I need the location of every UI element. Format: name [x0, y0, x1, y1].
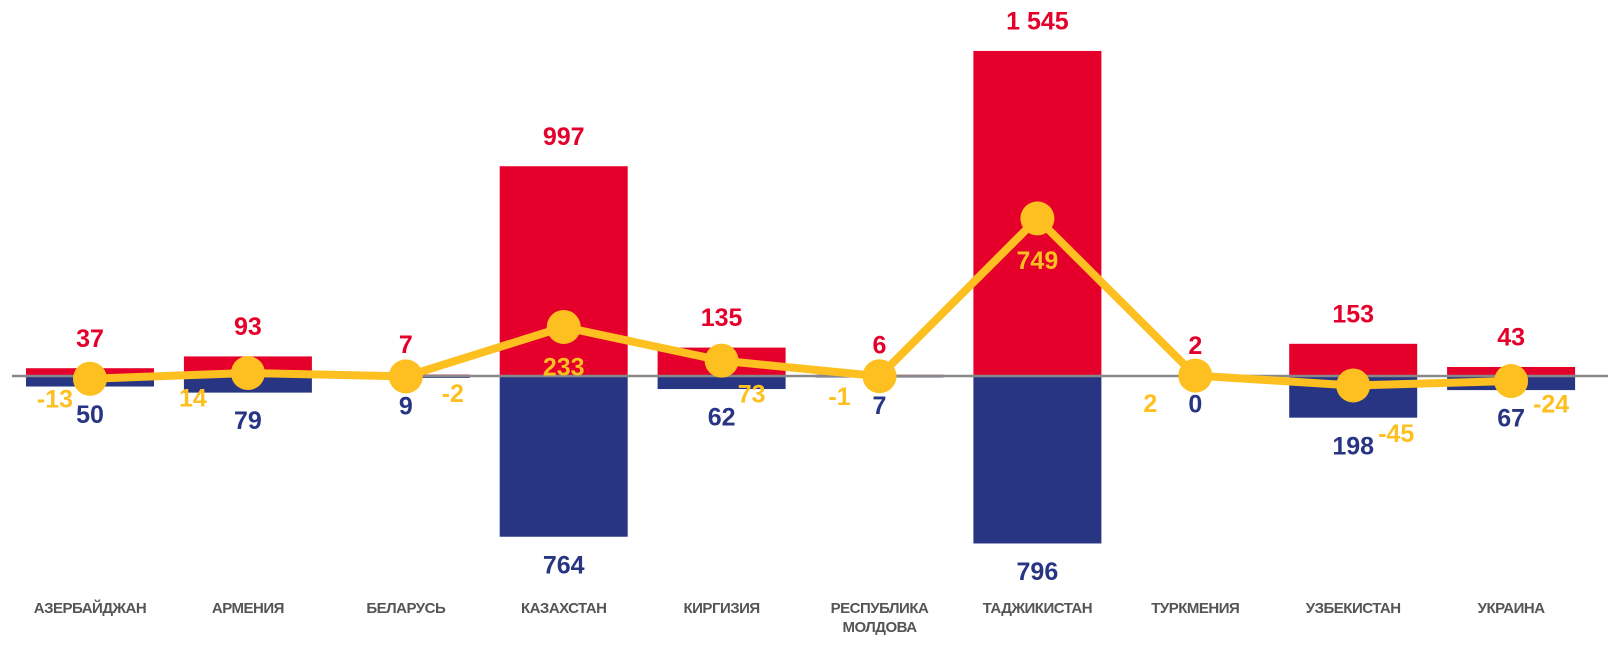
data-label: 2: [1143, 390, 1157, 418]
data-label: 796: [1017, 558, 1059, 586]
data-label: 79: [234, 407, 262, 435]
x-tick-label: АЗЕРБАЙДЖАН: [33, 600, 147, 617]
data-label: 9: [399, 393, 413, 421]
x-tick-label: ТАДЖИКИСТАН: [982, 600, 1093, 617]
line-point: [1178, 358, 1213, 393]
data-label: -2: [442, 380, 464, 408]
data-label: 2: [1188, 332, 1202, 360]
bar: [499, 376, 628, 537]
data-label: 73: [738, 380, 766, 408]
data-label: 62: [708, 404, 736, 432]
line-point: [1336, 368, 1371, 403]
x-tick-label: ТУРКМЕНИЯ: [1151, 600, 1240, 617]
x-tick-label: КИРГИЗИЯ: [683, 600, 761, 617]
data-label: 7: [873, 392, 887, 420]
x-tick-label: УЗБЕКИСТАН: [1305, 600, 1401, 617]
line-point: [388, 359, 423, 394]
data-label: 135: [701, 304, 743, 332]
x-tick-label: АРМЕНИЯ: [211, 600, 285, 617]
x-tick-label: БЕЛАРУСЬ: [366, 600, 446, 617]
line-point: [704, 343, 739, 378]
data-label: 764: [543, 551, 585, 579]
data-label: 93: [234, 313, 262, 341]
data-label: 43: [1497, 324, 1525, 352]
data-label: 6: [873, 331, 887, 359]
line-point: [1020, 201, 1055, 236]
line-point: [546, 309, 581, 344]
data-label: 67: [1497, 405, 1525, 433]
data-label: 7: [399, 331, 413, 359]
data-label: 14: [179, 385, 207, 413]
data-label: -1: [828, 383, 850, 411]
data-label: -13: [37, 385, 73, 413]
line-point: [73, 361, 107, 396]
data-label: -45: [1378, 420, 1414, 448]
data-label: 997: [543, 123, 585, 151]
data-label: 153: [1332, 300, 1374, 328]
x-tick-label: УКРАИНА: [1477, 600, 1545, 617]
line-point: [862, 359, 897, 394]
bar: [973, 376, 1102, 544]
x-tick-label: КАЗАХСТАН: [520, 600, 607, 617]
data-label: 233: [543, 354, 585, 382]
data-label: 1 545: [1006, 8, 1069, 36]
x-tick-label: РЕСПУБЛИКА МОЛДОВА: [830, 600, 929, 636]
data-label: 37: [76, 325, 104, 353]
bar: [657, 376, 786, 390]
data-label: -24: [1533, 391, 1569, 419]
data-label: 0: [1188, 391, 1202, 419]
line: [89, 214, 1512, 390]
line-point: [1494, 364, 1529, 399]
line-point: [230, 356, 265, 391]
data-label: 50: [76, 401, 104, 429]
data-label: 198: [1332, 432, 1374, 460]
data-label: 749: [1017, 247, 1059, 275]
